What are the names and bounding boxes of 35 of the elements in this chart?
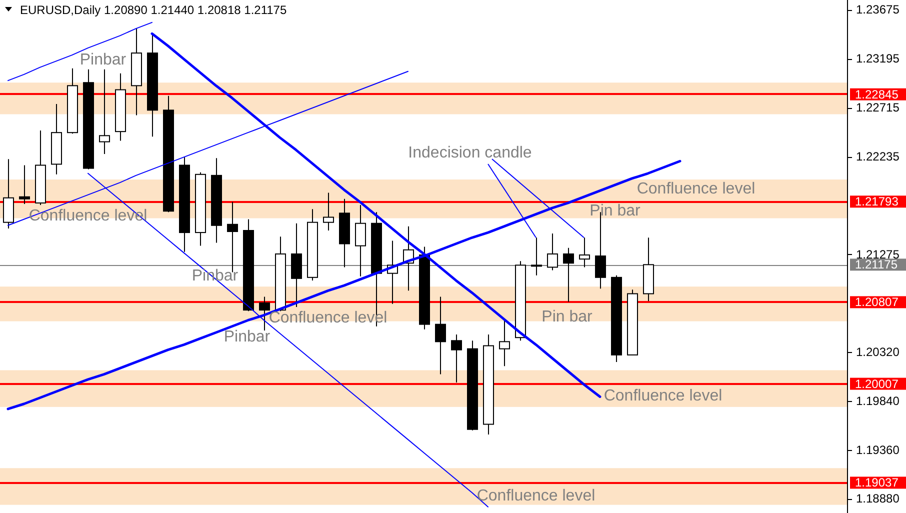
annotation: Confluence level — [636, 180, 756, 198]
candlestick — [99, 68, 110, 154]
candlestick — [579, 237, 590, 268]
annotation: Pin bar — [542, 308, 594, 326]
ref-line-label: 1.22845 — [855, 87, 899, 102]
ref-line-label: 1.19037 — [855, 476, 899, 490]
annotation: Pinbar — [224, 328, 271, 346]
candlestick — [19, 164, 30, 204]
candlestick — [323, 192, 334, 231]
y-tick-label: 1.22715 — [856, 100, 900, 115]
y-tick-label: 1.23195 — [856, 52, 900, 66]
y-tick-label: 1.23675 — [856, 2, 900, 17]
annotation: Pinbar — [80, 52, 127, 68]
candlestick — [435, 296, 446, 375]
y-tick-label: 1.18880 — [856, 492, 900, 506]
candlestick — [563, 247, 574, 302]
candlestick — [499, 318, 510, 367]
y-tick-label: 1.20320 — [856, 344, 900, 359]
ref-line-label: 1.20007 — [855, 376, 899, 391]
y-tick-label: 1.19360 — [856, 442, 900, 457]
ref-line-label: 1.20807 — [855, 295, 899, 310]
annotation: Indecision candle — [408, 144, 532, 162]
line-series — [8, 22, 152, 82]
y-tick-label: 1.22235 — [856, 150, 900, 164]
candlestick — [451, 334, 462, 383]
y-tick-label: 1.19840 — [856, 394, 900, 408]
annotation: Confluence level — [604, 388, 722, 404]
candlestick — [547, 233, 558, 271]
ref-line-label: 1.21793 — [855, 194, 899, 209]
candlestick — [355, 204, 366, 277]
annotation: Pin bar — [590, 202, 642, 220]
annotation: Confluence level — [476, 488, 596, 504]
chart-title: EURUSD,Daily 1.20890 1.21440 1.20818 1.21175 — [20, 3, 287, 17]
candlestick — [531, 237, 542, 276]
candlestick — [259, 296, 270, 331]
